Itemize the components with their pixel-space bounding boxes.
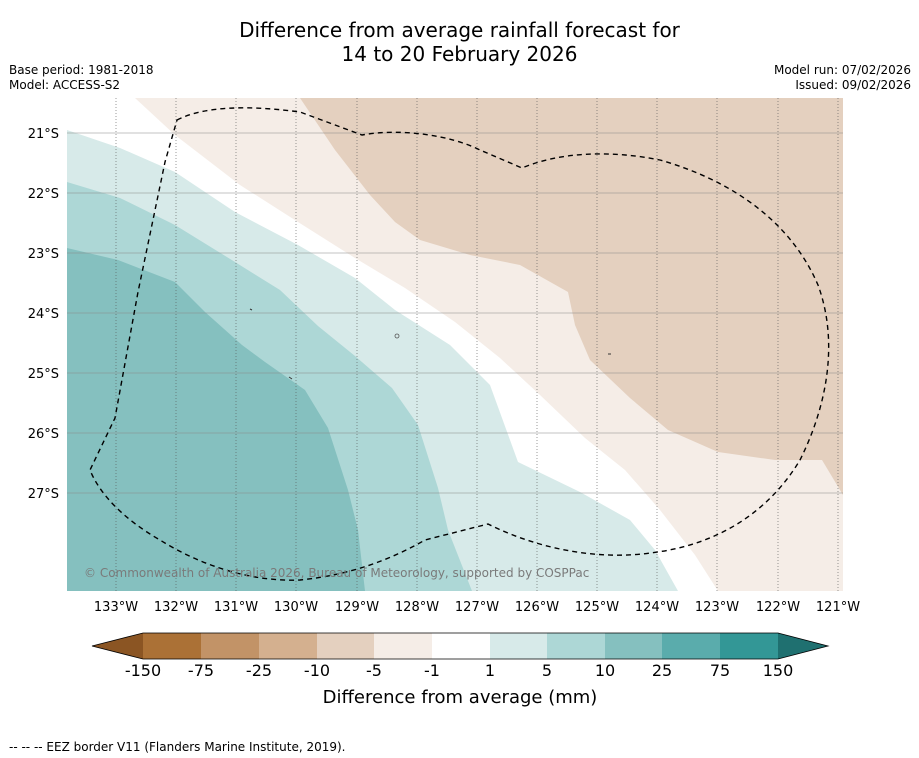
forecast-map: 21°S 22°S 23°S 24°S 25°S 26°S 27°S 133°W… [28, 98, 860, 615]
colorbar-tick-label: 10 [595, 661, 615, 680]
colorbar-segment [259, 633, 317, 659]
lon-label: 122°W [756, 600, 800, 615]
contour-teal-3 [67, 248, 365, 591]
colorbar-segment [662, 633, 720, 659]
issued-text: Issued: 09/02/2026 [795, 78, 911, 92]
lat-label: 25°S [28, 367, 59, 382]
colorbar-tick-label: 75 [710, 661, 730, 680]
lon-label: 127°W [455, 600, 499, 615]
lon-label: 123°W [695, 600, 739, 615]
lon-label: 128°W [395, 600, 439, 615]
lon-label: 130°W [274, 600, 318, 615]
title-line-1: Difference from average rainfall forecas… [239, 18, 680, 42]
colorbar-title: Difference from average (mm) [323, 687, 598, 708]
lat-label: 26°S [28, 427, 59, 442]
lon-label: 126°W [515, 600, 559, 615]
small-contour-mark [249, 308, 253, 311]
small-contour-mark [394, 333, 400, 339]
metadata-right: Model run: 07/02/2026 Issued: 09/02/2026 [774, 63, 911, 93]
contour-tan [300, 98, 843, 495]
colorbar-tick-label: 5 [542, 661, 552, 680]
colorbar-high-extend [778, 633, 828, 659]
model-run-text: Model run: 07/02/2026 [773, 63, 911, 77]
colorbar-tick-label: 1 [485, 661, 495, 680]
colorbar-segment [605, 633, 662, 659]
lon-label: 121°W [816, 600, 860, 615]
colorbar-tick-label: 25 [652, 661, 672, 680]
lon-label: 125°W [575, 600, 619, 615]
colorbar-segment [317, 633, 374, 659]
lon-label: 132°W [154, 600, 198, 615]
colorbar-tick-label: -75 [188, 661, 214, 680]
metadata-left: Base period: 1981-2018 Model: ACCESS-S2 [9, 63, 154, 93]
latitude-gridlines [67, 132, 843, 494]
colorbar-segment [720, 633, 778, 659]
colorbar-low-extend [92, 633, 143, 659]
colorbar-segment [143, 633, 201, 659]
lon-label: 129°W [335, 600, 379, 615]
base-period-text: Base period: 1981-2018 [9, 63, 154, 77]
longitude-gridlines [115, 98, 839, 591]
colorbar-outline [91, 632, 830, 660]
colorbar-tick-label: -5 [366, 661, 382, 680]
lon-label: 133°W [94, 600, 138, 615]
colorbar-tick-label: 150 [763, 661, 794, 680]
colorbar-segment [490, 633, 547, 659]
colorbar-segment [432, 633, 490, 659]
lat-label: 22°S [28, 187, 59, 202]
map-title: Difference from average rainfall forecas… [0, 18, 919, 66]
model-text: Model: ACCESS-S2 [9, 78, 121, 92]
lon-label: 124°W [635, 600, 679, 615]
colorbar-segment [374, 633, 432, 659]
contour-fill-group [67, 98, 843, 591]
colorbar-segment [201, 633, 259, 659]
lat-label: 21°S [28, 127, 59, 142]
small-contour-mark [288, 376, 293, 380]
colorbar-tick-label: -25 [246, 661, 272, 680]
copyright-text: © Commonwealth of Australia 2026, Bureau… [84, 566, 589, 580]
lat-label: 23°S [28, 247, 59, 262]
lat-label: 24°S [28, 307, 59, 322]
colorbar-tick-label: -1 [424, 661, 440, 680]
colorbar-tick-label: -10 [304, 661, 330, 680]
colorbar-tick-label: -150 [125, 661, 161, 680]
lat-label: 27°S [28, 487, 59, 502]
lon-label: 131°W [214, 600, 258, 615]
eez-legend-note: -- -- -- EEZ border V11 (Flanders Marine… [9, 740, 346, 754]
colorbar-segment [547, 633, 605, 659]
eez-border [89, 107, 830, 581]
colorbar: -150 -75 -25 -10 -5 -1 1 5 10 25 75 150 … [91, 632, 830, 708]
title-line-2: 14 to 20 February 2026 [341, 42, 578, 66]
